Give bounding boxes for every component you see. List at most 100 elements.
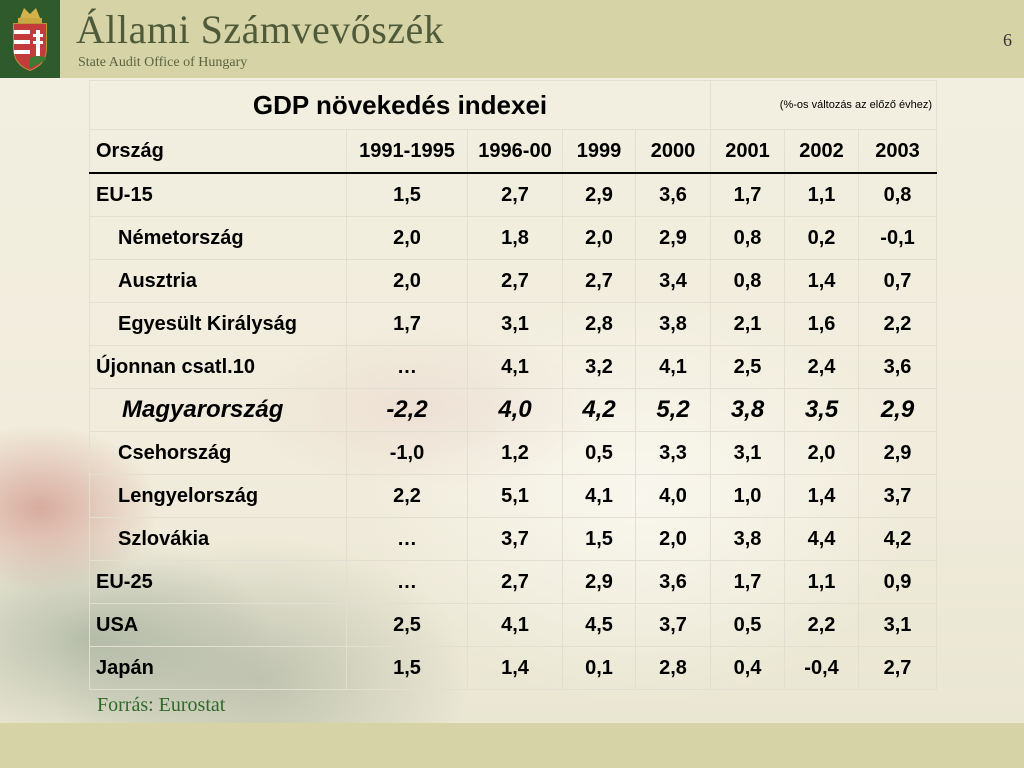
country-cell: Ausztria: [89, 259, 347, 303]
value-cell: -2,2: [346, 388, 468, 432]
value-cell: 2,5: [346, 603, 468, 647]
value-cell: 2,7: [467, 172, 563, 217]
brand-title: Állami Számvevőszék: [76, 7, 445, 52]
value-cell: 0,2: [784, 216, 860, 260]
page-number: 6: [1003, 30, 1012, 50]
table-title-row: GDP növekedés indexei (%-os változás az …: [88, 80, 938, 130]
value-cell: 0,9: [858, 560, 938, 604]
column-header: 1991-1995: [346, 129, 468, 174]
value-cell: …: [346, 560, 468, 604]
brand-subtitle: State Audit Office of Hungary: [78, 55, 248, 70]
country-cell: Magyarország: [89, 388, 347, 432]
value-cell: 2,9: [562, 172, 636, 217]
value-cell: 0,8: [710, 259, 786, 303]
column-header: 1996-00: [467, 129, 563, 174]
value-cell: 1,4: [784, 259, 860, 303]
value-cell: 4,1: [634, 345, 712, 389]
country-cell: Szlovákia: [89, 517, 347, 561]
value-cell: -0,1: [858, 216, 938, 260]
value-cell: 1,1: [784, 172, 860, 217]
value-cell: 2,2: [858, 302, 938, 346]
table-row: Egyesült Királyság 1,7 3,1 2,8 3,8 2,1 1,6 2,2: [89, 302, 938, 346]
value-cell: 2,7: [467, 259, 563, 303]
column-header: 1999: [562, 129, 636, 174]
value-cell: 2,9: [634, 216, 712, 260]
column-header: 2001: [710, 129, 786, 174]
value-cell: 2,7: [562, 259, 636, 303]
table-row: Lengyelország 2,2 5,1 4,1 4,0 1,0 1,4 3,7: [89, 474, 938, 518]
table-row: Szlovákia… 3,7 1,5 2,0 3,8 4,4 4,2: [89, 517, 938, 561]
value-cell: 0,1: [562, 646, 636, 690]
value-cell: 4,1: [562, 474, 636, 518]
value-cell: 4,2: [858, 517, 938, 561]
value-cell: 3,1: [710, 431, 786, 475]
value-cell: 1,6: [784, 302, 860, 346]
column-header: 2003: [858, 129, 938, 174]
value-cell: 1,5: [346, 646, 468, 690]
table-row: USA 2,5 4,1 4,5 3,7 0,5 2,2 3,1: [89, 603, 938, 647]
value-cell: 1,4: [784, 474, 860, 518]
value-cell: 2,0: [784, 431, 860, 475]
value-cell: 0,7: [858, 259, 938, 303]
value-cell: 4,0: [634, 474, 712, 518]
value-cell: 4,0: [467, 388, 563, 432]
value-cell: 2,4: [784, 345, 860, 389]
value-cell: 2,8: [562, 302, 636, 346]
country-cell: Újonnan csatl.10: [89, 345, 347, 389]
value-cell: 0,5: [710, 603, 786, 647]
table-row: Újonnan csatl.10… 4,1 3,2 4,1 2,5 2,4 3,6: [89, 345, 938, 389]
value-cell: 2,0: [634, 517, 712, 561]
value-cell: 3,7: [634, 603, 712, 647]
column-header: 2000: [634, 129, 712, 174]
value-cell: 1,4: [467, 646, 563, 690]
value-cell: 0,4: [710, 646, 786, 690]
country-cell: Németország: [89, 216, 347, 260]
value-cell: 1,5: [562, 517, 636, 561]
value-cell: 1,1: [784, 560, 860, 604]
gdp-growth-table: GDP növekedés indexei (%-os változás az …: [88, 80, 938, 690]
country-cell: EU-25: [89, 560, 347, 604]
value-cell: 1,7: [710, 560, 786, 604]
header-band: Állami Számvevőszék State Audit Office o…: [0, 0, 1024, 78]
value-cell: -0,4: [784, 646, 860, 690]
value-cell: 0,5: [562, 431, 636, 475]
value-cell: 3,8: [634, 302, 712, 346]
value-cell: 2,1: [710, 302, 786, 346]
value-cell: …: [346, 345, 468, 389]
value-cell: 3,6: [634, 172, 712, 217]
table-row: Németország 2,0 1,8 2,0 2,9 0,8 0,2 -0,1: [89, 216, 938, 260]
country-cell: Csehország: [89, 431, 347, 475]
value-cell: 3,7: [467, 517, 563, 561]
table-header-row: Ország 1991-1995 1996-00 1999 2000 2001 …: [89, 129, 938, 174]
value-cell: 3,1: [467, 302, 563, 346]
value-cell: 3,8: [710, 517, 786, 561]
value-cell: 2,7: [467, 560, 563, 604]
table-note: (%-os változás az előző évhez): [710, 80, 938, 130]
source-note: Forrás: Eurostat: [97, 694, 226, 716]
value-cell: 2,2: [346, 474, 468, 518]
value-cell: 2,2: [784, 603, 860, 647]
table-row: EU-25… 2,7 2,9 3,6 1,7 1,1 0,9: [89, 560, 938, 604]
value-cell: 3,7: [858, 474, 938, 518]
column-header: 2002: [784, 129, 860, 174]
value-cell: 4,2: [562, 388, 636, 432]
value-cell: 2,0: [562, 216, 636, 260]
value-cell: 1,7: [710, 172, 786, 217]
country-cell: EU-15: [89, 172, 347, 217]
value-cell: 3,8: [710, 388, 786, 432]
value-cell: 4,4: [784, 517, 860, 561]
value-cell: 0,8: [710, 216, 786, 260]
value-cell: 1,5: [346, 172, 468, 217]
value-cell: …: [346, 517, 468, 561]
value-cell: 3,5: [784, 388, 860, 432]
value-cell: 3,2: [562, 345, 636, 389]
coat-of-arms-logo: [0, 0, 60, 78]
value-cell: 1,2: [467, 431, 563, 475]
value-cell: 5,2: [634, 388, 712, 432]
value-cell: 1,7: [346, 302, 468, 346]
country-cell: USA: [89, 603, 347, 647]
column-header-country: Ország: [89, 129, 347, 174]
value-cell: 2,9: [562, 560, 636, 604]
country-cell: Egyesült Királyság: [89, 302, 347, 346]
value-cell: 2,5: [710, 345, 786, 389]
